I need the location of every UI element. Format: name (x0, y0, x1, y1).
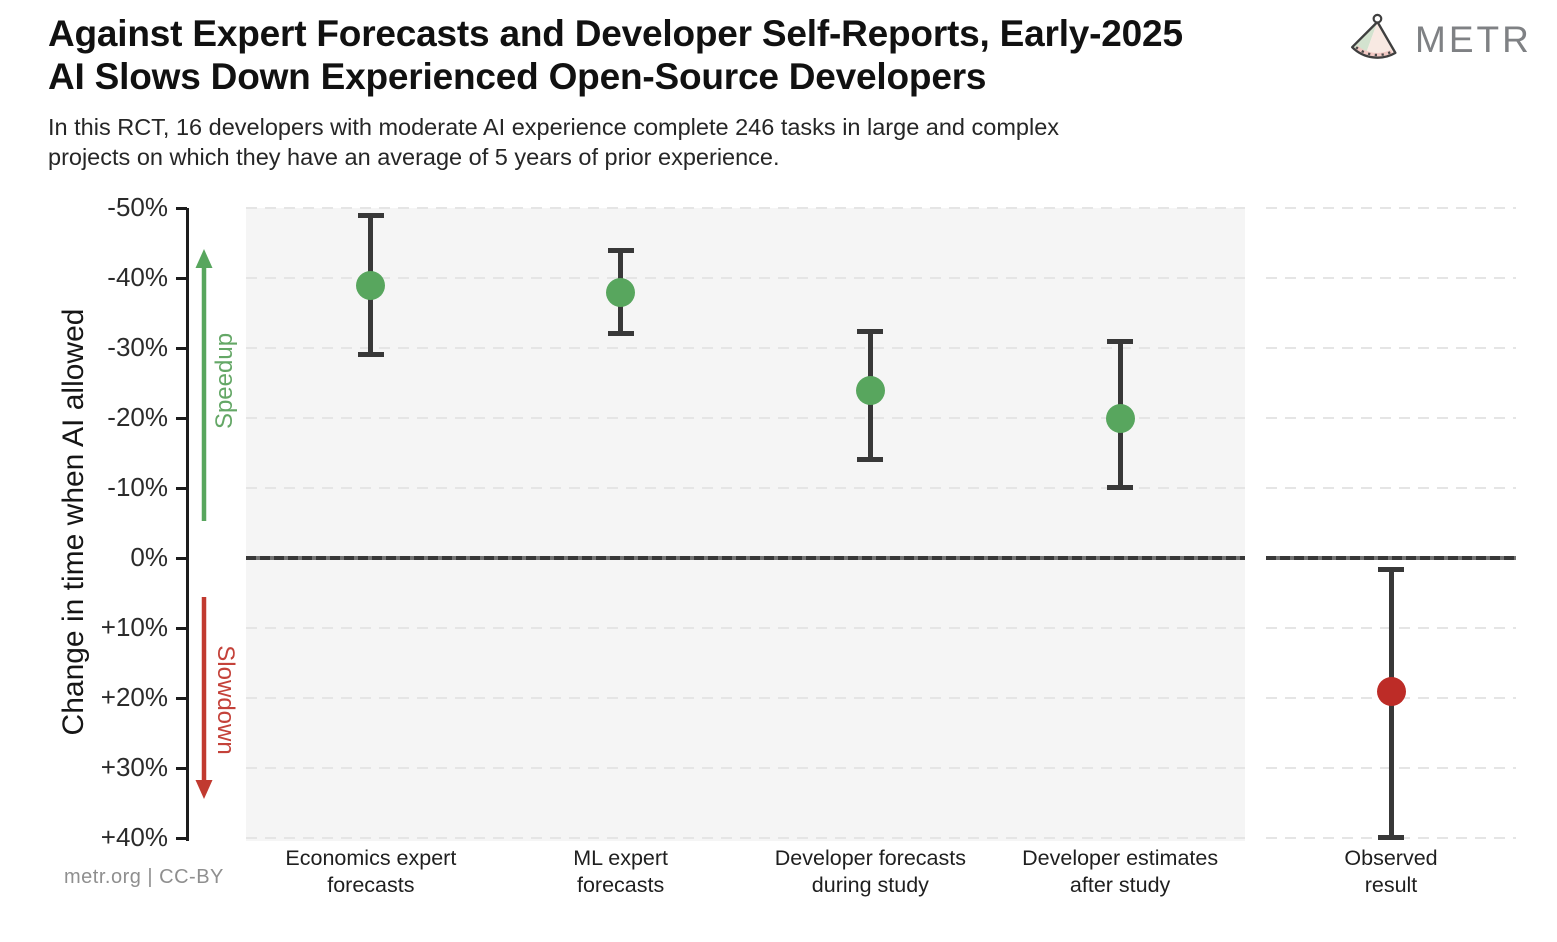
error-bar-cap-bottom (857, 457, 884, 462)
logo-wordmark: METR (1415, 19, 1532, 60)
chart-title: Against Expert Forecasts and Developer S… (48, 12, 1183, 98)
y-tick-label: +40% (100, 822, 168, 852)
y-tick-label: -30% (107, 332, 168, 362)
error-bar-cap-top (857, 328, 884, 334)
y-tick-label: -40% (107, 262, 168, 292)
y-tick (176, 206, 187, 210)
error-bar-cap-top (1378, 566, 1404, 572)
y-tick (176, 696, 187, 700)
metronome-icon (1350, 13, 1397, 59)
gridline (1266, 207, 1516, 209)
attribution: metr.org | CC-BY (64, 866, 224, 888)
x-axis-label: Observed result (1241, 845, 1541, 899)
y-axis-title: Change in time when AI allowed (57, 308, 90, 736)
y-tick (176, 346, 187, 350)
x-axis-label-line2: forecasts (577, 873, 665, 897)
x-axis-label: ML expert forecasts (471, 845, 771, 899)
y-tick-label: +20% (100, 682, 168, 712)
y-tick-label: -50% (107, 192, 168, 222)
y-tick-label: -20% (107, 402, 168, 432)
slowdown-arrow-icon (195, 597, 213, 799)
x-axis-label-line2: during study (811, 873, 929, 897)
gridline (246, 487, 1245, 489)
x-axis-label-line2: after study (1069, 873, 1171, 897)
gridline (1266, 347, 1516, 349)
y-tick-label: +30% (100, 752, 168, 782)
x-axis-label-line1: ML expert (573, 846, 669, 870)
gridline (246, 627, 1245, 629)
data-point-dot (356, 270, 386, 300)
gridline (246, 697, 1245, 699)
panel-left (246, 207, 1245, 841)
gridline (246, 347, 1245, 349)
gridline (246, 837, 1245, 839)
zero-line (246, 556, 1245, 560)
chart-title-line1: Against Expert Forecasts and Developer S… (48, 13, 1183, 54)
data-point-dot (1376, 676, 1406, 706)
x-axis-label-line1: Developer estimates (1022, 846, 1219, 870)
error-bar-cap-bottom (1378, 835, 1404, 840)
gridline (246, 277, 1245, 279)
data-point-dot (1105, 403, 1135, 433)
y-tick (176, 836, 187, 840)
error-bar-cap-bottom (357, 352, 384, 357)
y-axis-line (186, 208, 189, 841)
x-axis-label-line2: forecasts (327, 873, 415, 897)
x-axis-label-line1: Observed (1344, 846, 1438, 870)
y-tick (176, 276, 187, 280)
error-bar-cap-bottom (1107, 485, 1134, 490)
zero-line (1266, 556, 1516, 560)
data-point-dot (855, 375, 885, 405)
x-axis-label: Developer estimates after study (970, 845, 1270, 899)
error-bar-cap-bottom (607, 331, 634, 336)
y-tick-label: -10% (107, 472, 168, 502)
x-axis-label-line2: result (1364, 873, 1418, 897)
y-tick (176, 486, 187, 490)
gridline (246, 207, 1245, 209)
x-axis-label: Developer forecasts during study (720, 845, 1020, 899)
y-tick-label: +10% (100, 612, 168, 642)
gridline (246, 417, 1245, 419)
gridline (1266, 277, 1516, 279)
speedup-label: Speedup (211, 332, 238, 430)
gridline (246, 767, 1245, 769)
data-point-dot (606, 277, 636, 307)
x-axis-label-line1: Developer forecasts (774, 846, 966, 870)
x-axis-label: Economics expert forecasts (221, 845, 521, 899)
y-tick (176, 556, 187, 560)
y-tick (176, 416, 187, 420)
error-bar-cap-top (1107, 339, 1134, 344)
y-tick (176, 626, 187, 630)
chart-title-line2: AI Slows Down Experienced Open-Source De… (48, 56, 987, 97)
y-tick-label: 0% (130, 542, 168, 572)
y-tick (176, 766, 187, 770)
slowdown-label: Slowdown (212, 645, 239, 755)
chart-subtitle-line2: projects on which they have an average o… (48, 144, 780, 170)
error-bar-cap-top (357, 213, 384, 218)
chart-subtitle: In this RCT, 16 developers with moderate… (48, 112, 1059, 172)
speedup-arrow-icon (195, 249, 213, 521)
chart-subtitle-line1: In this RCT, 16 developers with moderate… (48, 114, 1060, 140)
metr-logo: METR (1343, 12, 1532, 68)
gridline (1266, 487, 1516, 489)
x-axis-label-line1: Economics expert (285, 846, 457, 870)
gridline (1266, 417, 1516, 419)
error-bar-cap-top (607, 248, 634, 253)
